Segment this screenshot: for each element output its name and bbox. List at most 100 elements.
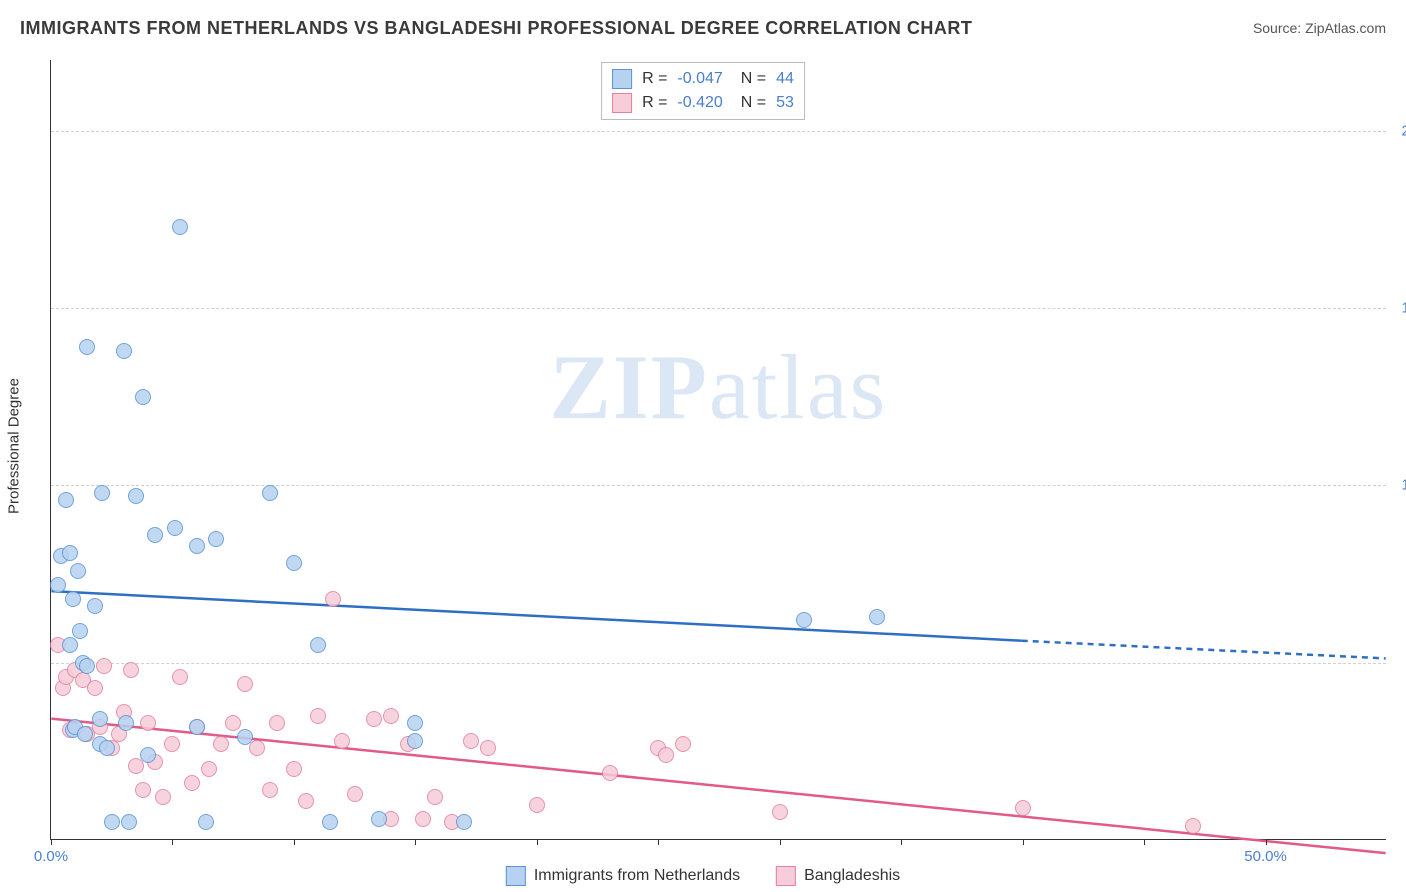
- stat-val-n-blue: 44: [776, 70, 794, 88]
- point-blue: [121, 814, 137, 830]
- point-pink: [480, 740, 496, 756]
- point-blue: [135, 389, 151, 405]
- xtick: [172, 839, 173, 845]
- point-pink: [1185, 818, 1201, 834]
- point-blue: [189, 538, 205, 554]
- point-blue: [407, 715, 423, 731]
- point-pink: [334, 733, 350, 749]
- gridline: [51, 131, 1386, 132]
- xtick: [1144, 839, 1145, 845]
- point-pink: [269, 715, 285, 731]
- point-pink: [225, 715, 241, 731]
- point-blue: [147, 527, 163, 543]
- point-blue: [208, 531, 224, 547]
- point-blue: [79, 658, 95, 674]
- point-blue: [371, 811, 387, 827]
- stat-label-n: N =: [741, 94, 766, 112]
- point-pink: [201, 761, 217, 777]
- ytick-label: 15.0%: [1394, 300, 1406, 317]
- point-pink: [135, 782, 151, 798]
- point-blue: [310, 637, 326, 653]
- point-blue: [92, 711, 108, 727]
- point-blue: [58, 492, 74, 508]
- stat-label-n: N =: [741, 70, 766, 88]
- point-blue: [172, 219, 188, 235]
- point-blue: [407, 733, 423, 749]
- point-pink: [366, 711, 382, 727]
- point-blue: [286, 555, 302, 571]
- legend-label-blue: Immigrants from Netherlands: [534, 867, 740, 885]
- point-blue: [118, 715, 134, 731]
- point-pink: [213, 736, 229, 752]
- point-blue: [87, 598, 103, 614]
- point-pink: [1015, 800, 1031, 816]
- point-pink: [463, 733, 479, 749]
- point-blue: [128, 488, 144, 504]
- legend-item-pink: Bangladeshis: [776, 866, 900, 886]
- point-pink: [658, 747, 674, 763]
- chart-source: Source: ZipAtlas.com: [1253, 20, 1386, 36]
- xtick: [1023, 839, 1024, 845]
- point-pink: [140, 715, 156, 731]
- point-blue: [62, 545, 78, 561]
- point-pink: [675, 736, 691, 752]
- point-pink: [772, 804, 788, 820]
- stats-legend: R = -0.047 N = 44 R = -0.420 N = 53: [601, 62, 805, 120]
- point-pink: [286, 761, 302, 777]
- xtick: [658, 839, 659, 845]
- point-blue: [65, 591, 81, 607]
- xtick: [294, 839, 295, 845]
- stat-val-n-pink: 53: [776, 94, 794, 112]
- plot-area: ZIPatlas 5.0%10.0%15.0%20.0%0.0%50.0%: [50, 60, 1386, 840]
- point-pink: [172, 669, 188, 685]
- swatch-blue: [612, 69, 632, 89]
- point-pink: [298, 793, 314, 809]
- point-pink: [262, 782, 278, 798]
- point-pink: [237, 676, 253, 692]
- trend-line: [1022, 641, 1386, 659]
- point-pink: [347, 786, 363, 802]
- point-blue: [79, 339, 95, 355]
- point-pink: [249, 740, 265, 756]
- xtick-label: 0.0%: [34, 848, 68, 865]
- point-pink: [383, 708, 399, 724]
- xtick: [51, 839, 52, 845]
- point-pink: [325, 591, 341, 607]
- xtick-label: 50.0%: [1244, 848, 1287, 865]
- point-blue: [167, 520, 183, 536]
- xtick: [901, 839, 902, 845]
- point-blue: [198, 814, 214, 830]
- swatch-blue: [506, 866, 526, 886]
- point-pink: [310, 708, 326, 724]
- legend-item-blue: Immigrants from Netherlands: [506, 866, 740, 886]
- xtick: [1266, 839, 1267, 845]
- point-pink: [427, 789, 443, 805]
- ytick-label: 5.0%: [1394, 654, 1406, 671]
- point-blue: [456, 814, 472, 830]
- point-blue: [72, 623, 88, 639]
- point-blue: [104, 814, 120, 830]
- point-pink: [164, 736, 180, 752]
- gridline: [51, 663, 1386, 664]
- point-blue: [796, 612, 812, 628]
- legend-label-pink: Bangladeshis: [804, 867, 900, 885]
- ytick-label: 10.0%: [1394, 477, 1406, 494]
- swatch-pink: [612, 93, 632, 113]
- xtick: [537, 839, 538, 845]
- point-blue: [62, 637, 78, 653]
- chart-title: IMMIGRANTS FROM NETHERLANDS VS BANGLADES…: [20, 18, 972, 39]
- stats-row-blue: R = -0.047 N = 44: [612, 67, 794, 91]
- stat-label-r: R =: [642, 94, 667, 112]
- point-blue: [262, 485, 278, 501]
- point-pink: [184, 775, 200, 791]
- point-blue: [70, 563, 86, 579]
- ytick-label: 20.0%: [1394, 122, 1406, 139]
- stat-val-r-pink: -0.420: [677, 94, 722, 112]
- stat-label-r: R =: [642, 70, 667, 88]
- trend-lines: [51, 60, 1386, 839]
- point-pink: [123, 662, 139, 678]
- point-blue: [116, 343, 132, 359]
- y-axis-label: Professional Degree: [6, 378, 23, 514]
- series-legend: Immigrants from Netherlands Bangladeshis: [506, 866, 900, 886]
- point-blue: [77, 726, 93, 742]
